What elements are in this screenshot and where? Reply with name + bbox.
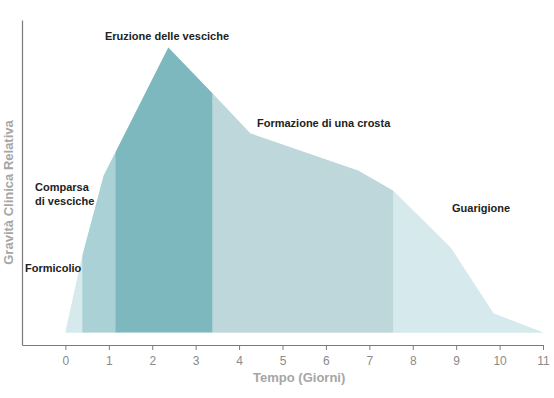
x-tick: 8 — [410, 345, 417, 368]
x-tick: 0 — [63, 345, 70, 368]
phase-label: Formazione di una crosta — [257, 117, 391, 129]
x-tick-mark — [369, 345, 370, 350]
phase-label-line: Comparsa — [35, 181, 90, 193]
x-tick-mark — [109, 345, 110, 350]
x-tick: 7 — [366, 345, 373, 368]
x-tick: 10 — [493, 345, 507, 368]
phase-group — [115, 48, 212, 333]
phase-label: Comparsa di vesciche — [35, 181, 94, 207]
x-tick: 3 — [193, 345, 200, 368]
phase-label-line: Formazione di una crosta — [257, 117, 391, 129]
x-tick: 4 — [236, 345, 243, 368]
x-tick-mark — [65, 345, 66, 350]
x-tick-label: 7 — [366, 354, 373, 368]
x-axis-title: Tempo (Giorni) — [253, 370, 345, 385]
phase-label: Eruzione delle vesciche — [105, 30, 229, 42]
x-tick-label: 10 — [493, 354, 507, 368]
phase-band — [115, 48, 212, 333]
x-tick-label: 9 — [453, 354, 460, 368]
x-tick-mark — [543, 345, 544, 350]
phase-group — [213, 48, 394, 333]
x-tick: 5 — [280, 345, 287, 368]
x-axis: 0 1 2 3 4 5 6 7 8 9 10 11 — [23, 345, 551, 368]
x-tick-label: 4 — [236, 354, 243, 368]
x-tick-label: 11 — [537, 354, 550, 368]
phase-label: Formicolio — [25, 262, 82, 274]
phase-label: Guarigione — [452, 202, 510, 214]
x-tick-label: 8 — [410, 354, 417, 368]
x-tick: 2 — [149, 345, 156, 368]
x-tick: 1 — [106, 345, 113, 368]
x-tick-mark — [500, 345, 501, 350]
chart: 0 1 2 3 4 5 6 7 8 9 10 11 Tempo (Giorni) Gravità Clin… — [0, 0, 554, 398]
x-tick-mark — [413, 345, 414, 350]
phase-group — [393, 48, 543, 333]
y-axis — [22, 21, 23, 346]
x-tick: 6 — [323, 345, 330, 368]
x-tick: 11 — [537, 345, 550, 368]
x-tick-mark — [239, 345, 240, 350]
x-tick-mark — [283, 345, 284, 350]
x-tick-label: 0 — [63, 354, 70, 368]
phase-band — [213, 48, 394, 333]
phase-label-line: Guarigione — [452, 202, 510, 214]
x-tick-mark — [326, 345, 327, 350]
x-tick-label: 2 — [149, 354, 156, 368]
x-tick-mark — [152, 345, 153, 350]
x-tick-label: 5 — [280, 354, 287, 368]
x-tick-label: 6 — [323, 354, 330, 368]
x-tick-mark — [456, 345, 457, 350]
phase-label-line: Eruzione delle vesciche — [105, 30, 229, 42]
x-tick-label: 3 — [193, 354, 200, 368]
phase-label-line: di vesciche — [35, 195, 94, 207]
x-tick-mark — [196, 345, 197, 350]
x-tick-label: 1 — [106, 354, 113, 368]
phase-band — [393, 48, 543, 333]
x-tick: 9 — [453, 345, 460, 368]
y-axis-title: Gravità Clinica Relativa — [1, 119, 16, 264]
severity-area — [65, 48, 543, 333]
y-axis-line — [22, 21, 23, 346]
plot-area — [65, 48, 543, 333]
phase-label-line: Formicolio — [25, 262, 82, 274]
